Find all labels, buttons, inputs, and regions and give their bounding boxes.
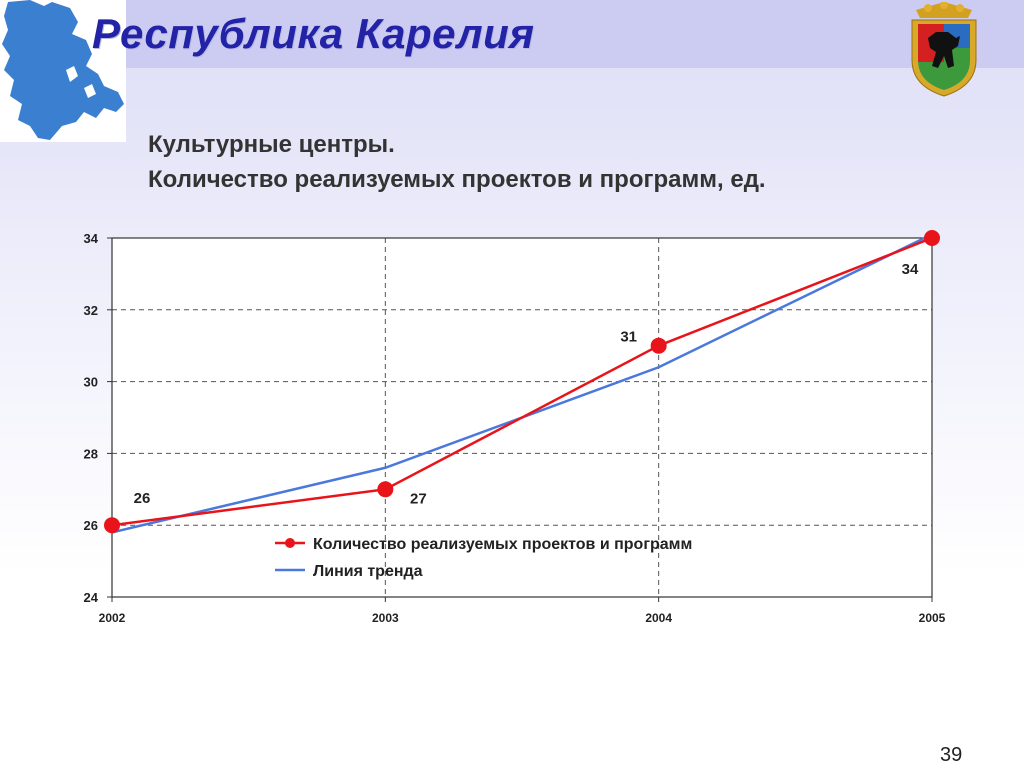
- header-band: [0, 0, 1024, 68]
- data-label: 27: [410, 490, 427, 507]
- legend-label-series: Количество реализуемых проектов и програ…: [313, 536, 692, 553]
- legend-marker-series: [285, 538, 295, 548]
- karelia-coat-of-arms-icon: [898, 1, 990, 98]
- x-tick-label: 2002: [99, 611, 126, 625]
- data-point: [650, 337, 667, 354]
- chart-subtitle-line1: Культурные центры.: [148, 131, 395, 158]
- series-line: [111, 236, 933, 527]
- y-tick-label: 30: [84, 375, 98, 390]
- x-tick-label: 2004: [645, 611, 672, 625]
- x-tick-label: 2005: [919, 611, 946, 625]
- chart-subtitle-line2: Количество реализуемых проектов и програ…: [148, 166, 766, 193]
- page-number: 39: [940, 744, 963, 766]
- data-point: [377, 481, 394, 498]
- y-tick-label: 24: [84, 590, 99, 605]
- y-tick-label: 26: [84, 518, 98, 533]
- x-tick-label: 2003: [372, 611, 399, 625]
- y-tick-label: 34: [84, 231, 99, 246]
- data-label: 31: [620, 329, 637, 346]
- y-tick-label: 28: [84, 446, 98, 461]
- karelia-map-icon: [0, 0, 126, 142]
- data-label: 34: [902, 261, 919, 278]
- data-label: 26: [134, 490, 151, 507]
- y-tick-label: 32: [84, 303, 98, 318]
- slide-title: Республика Карелия: [92, 10, 535, 57]
- plot-border: [111, 237, 933, 598]
- data-point: [924, 230, 940, 246]
- legend-label-trend: Линия тренда: [313, 563, 423, 580]
- data-point: [104, 517, 120, 534]
